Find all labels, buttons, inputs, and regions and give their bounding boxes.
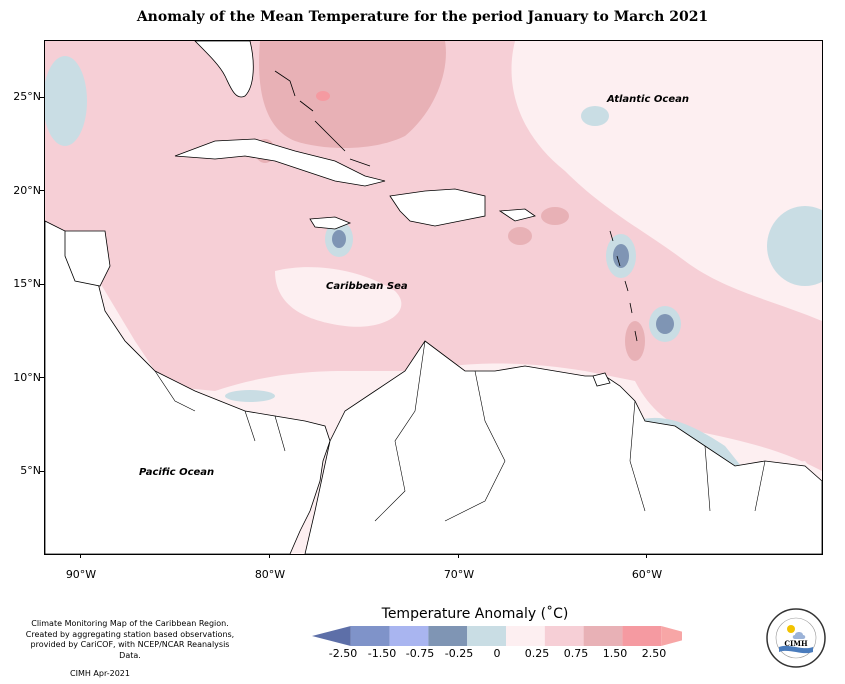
pacific-ocean-label: Pacific Ocean [139, 467, 215, 478]
land-outlines [45, 41, 822, 554]
legend-tick-label: 1.50 [602, 647, 628, 660]
legend-swatch [583, 626, 623, 646]
lat-tick [40, 190, 44, 191]
legend-tick-label: 0.75 [563, 647, 589, 660]
map-canvas [45, 41, 822, 554]
lon-tick [80, 554, 81, 558]
legend-swatch [467, 626, 506, 646]
lat-label-5n: 5°N [20, 464, 41, 477]
legend-swatch [312, 626, 351, 646]
lat-tick [40, 377, 44, 378]
lon-label-90w: 90°W [65, 568, 97, 581]
legend-tick-label: 0 [493, 647, 501, 660]
lon-tick [269, 554, 270, 558]
lat-tick [40, 284, 44, 285]
lat-label-15n: 15°N [13, 277, 41, 290]
lat-label-20n: 20°N [13, 184, 41, 197]
anomaly-zone-warm-bahamas [259, 41, 446, 148]
credits-line: provided by CariCOF, with NCEP/NCAR Rean… [30, 640, 230, 660]
legend-tick-label: -0.75 [405, 647, 435, 660]
legend-swatch [661, 626, 682, 646]
credits-text: Climate Monitoring Map of the Caribbean … [20, 619, 240, 661]
logo-text: CIMH [784, 639, 808, 648]
credits-line: Created by aggregating station based obs… [25, 629, 235, 639]
legend-swatch [428, 626, 468, 646]
legend-tick-label: -0.25 [444, 647, 474, 660]
legend-tick-label: -2.50 [328, 647, 358, 660]
legend-tick-label: -1.50 [367, 647, 397, 660]
credits-date: CIMH Apr-2021 [70, 669, 130, 678]
legend-colorbar [312, 626, 682, 646]
lat-label-25n: 25°N [13, 90, 41, 103]
atlantic-ocean-label: Atlantic Ocean [607, 94, 689, 105]
legend-tick-label: 2.50 [641, 647, 667, 660]
lon-label-70w: 70°W [443, 568, 475, 581]
lon-tick [646, 554, 647, 558]
caribbean-sea-label: Caribbean Sea [326, 281, 408, 292]
lon-label-60w: 60°W [631, 568, 663, 581]
legend-swatch [350, 626, 390, 646]
lat-tick [40, 97, 44, 98]
legend-swatch [506, 626, 545, 646]
credits-line: Climate Monitoring Map of the Caribbean … [31, 619, 229, 628]
map-title: Anomaly of the Mean Temperature for the … [136, 9, 709, 25]
lat-label-10n: 10°N [13, 371, 41, 384]
legend-title: Temperature Anomaly (˚C) [381, 606, 569, 622]
lat-tick [40, 471, 44, 472]
legend-tick-label: 0.25 [524, 647, 550, 660]
lon-tick [458, 554, 459, 558]
legend-swatch [389, 626, 429, 646]
legend-swatch [622, 626, 662, 646]
sun-cloud-logo-icon: CIMH [766, 608, 826, 668]
legend-swatch [544, 626, 584, 646]
anomaly-map [44, 40, 823, 555]
anomaly-zone-neutral [275, 267, 402, 327]
lon-label-80w: 80°W [254, 568, 286, 581]
